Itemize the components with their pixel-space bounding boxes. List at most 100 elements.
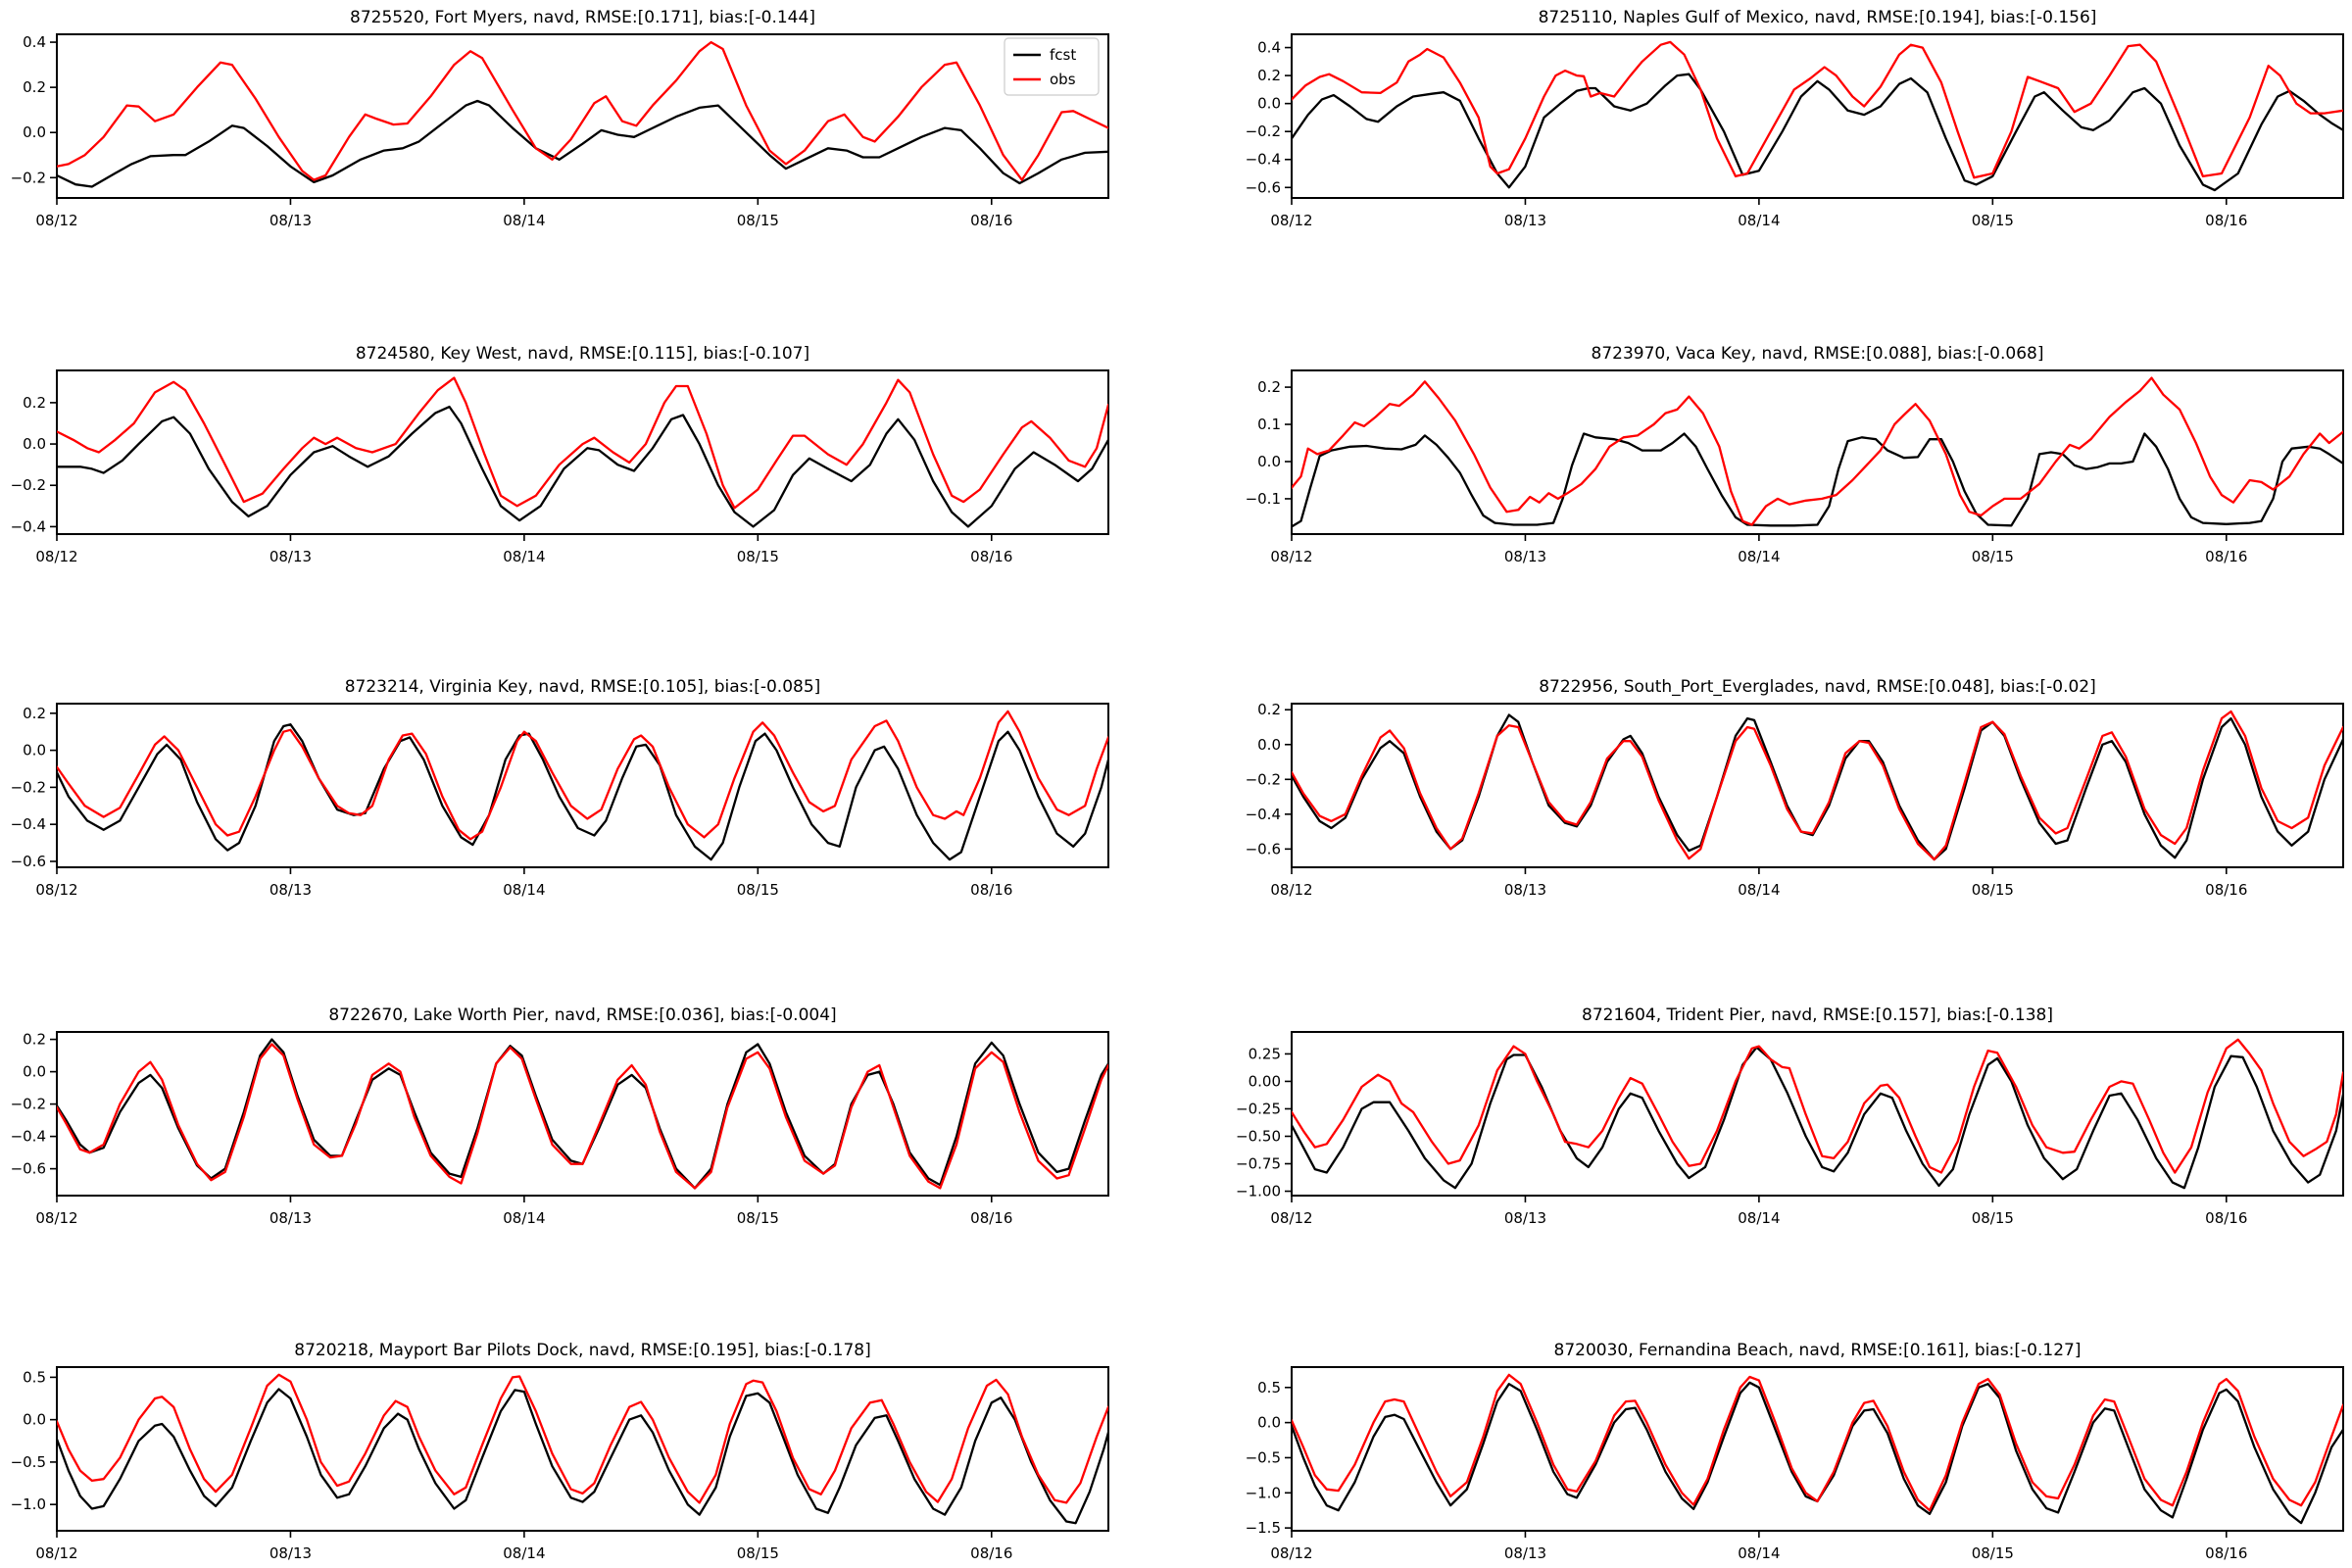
subplot-title: 8723970, Vaca Key, navd, RMSE:[0.088], b… bbox=[1592, 344, 2044, 364]
y-tick-label: 0.2 bbox=[23, 1031, 46, 1049]
y-tick-label: −0.4 bbox=[1246, 151, 1281, 169]
x-tick-label: 08/12 bbox=[35, 881, 77, 899]
x-tick-label: 08/15 bbox=[737, 212, 779, 229]
x-tick-label: 08/14 bbox=[1738, 1209, 1780, 1227]
subplot-8720218: 8720218, Mayport Bar Pilots Dock, navd, … bbox=[11, 1341, 1109, 1562]
x-tick-label: 08/15 bbox=[737, 1544, 779, 1562]
x-tick-label: 08/14 bbox=[503, 212, 545, 229]
y-tick-label: 0.00 bbox=[1249, 1072, 1281, 1090]
subplot-title: 8725110, Naples Gulf of Mexico, navd, RM… bbox=[1539, 8, 2097, 27]
x-tick-label: 08/15 bbox=[1972, 1209, 2014, 1227]
subplot-8724580: 8724580, Key West, navd, RMSE:[0.115], b… bbox=[11, 344, 1109, 565]
y-tick-label: −0.4 bbox=[1246, 806, 1281, 823]
y-tick-label: −1.00 bbox=[1236, 1183, 1281, 1200]
x-tick-label: 08/13 bbox=[1504, 881, 1546, 899]
x-tick-label: 08/13 bbox=[1504, 548, 1546, 565]
obs-line bbox=[57, 1373, 1108, 1504]
fcst-line bbox=[57, 1038, 1108, 1190]
x-tick-label: 08/16 bbox=[970, 1209, 1012, 1227]
obs-line bbox=[57, 710, 1108, 841]
fcst-line bbox=[1292, 713, 2343, 861]
obs-line bbox=[1292, 710, 2343, 861]
y-tick-label: −1.0 bbox=[1246, 1484, 1281, 1501]
x-tick-label: 08/16 bbox=[2205, 1544, 2247, 1562]
y-tick-label: 0.0 bbox=[23, 435, 46, 453]
subplot-title: 8724580, Key West, navd, RMSE:[0.115], b… bbox=[356, 344, 809, 364]
x-tick-label: 08/12 bbox=[35, 1209, 77, 1227]
fcst-line bbox=[57, 99, 1108, 188]
y-tick-label: −0.5 bbox=[11, 1453, 46, 1471]
x-tick-label: 08/12 bbox=[1270, 1544, 1312, 1562]
x-tick-label: 08/16 bbox=[970, 881, 1012, 899]
x-tick-label: 08/14 bbox=[503, 548, 545, 565]
subplot-title: 8722670, Lake Worth Pier, navd, RMSE:[0.… bbox=[328, 1005, 836, 1025]
x-tick-label: 08/16 bbox=[2205, 881, 2247, 899]
y-tick-label: −0.6 bbox=[11, 1160, 46, 1178]
x-tick-label: 08/15 bbox=[737, 881, 779, 899]
y-tick-label: 0.0 bbox=[23, 123, 46, 141]
subplot-title: 8725520, Fort Myers, navd, RMSE:[0.171],… bbox=[350, 8, 815, 27]
x-tick-label: 08/15 bbox=[737, 548, 779, 565]
y-tick-label: −0.2 bbox=[11, 169, 46, 186]
y-tick-label: −0.6 bbox=[1246, 840, 1281, 858]
y-tick-label: −0.2 bbox=[1246, 770, 1281, 788]
x-tick-label: 08/16 bbox=[970, 212, 1012, 229]
x-tick-label: 08/15 bbox=[737, 1209, 779, 1227]
x-tick-label: 08/12 bbox=[1270, 212, 1312, 229]
y-tick-label: 0.2 bbox=[23, 78, 46, 96]
y-tick-label: 0.2 bbox=[1257, 67, 1281, 84]
legend: fcst obs bbox=[1004, 37, 1100, 96]
legend-obs-label: obs bbox=[1050, 71, 1076, 88]
x-tick-label: 08/12 bbox=[1270, 1209, 1312, 1227]
x-tick-label: 08/16 bbox=[2205, 1209, 2247, 1227]
axes-box bbox=[1291, 33, 2344, 199]
x-tick-label: 08/14 bbox=[1738, 1544, 1780, 1562]
y-tick-label: −0.75 bbox=[1236, 1154, 1281, 1172]
x-tick-label: 08/15 bbox=[1972, 548, 2014, 565]
axes-box bbox=[56, 369, 1109, 535]
axes-box bbox=[56, 1366, 1109, 1532]
y-tick-label: −0.2 bbox=[11, 778, 46, 796]
y-tick-label: 0.25 bbox=[1249, 1045, 1281, 1062]
y-tick-label: 0.0 bbox=[1257, 1414, 1281, 1432]
subplot-8720030: 8720030, Fernandina Beach, navd, RMSE:[0… bbox=[1246, 1341, 2344, 1562]
y-tick-label: −0.2 bbox=[11, 476, 46, 494]
y-tick-label: 0.0 bbox=[23, 742, 46, 760]
fcst-line bbox=[1292, 432, 2343, 528]
fcst-line bbox=[57, 1388, 1108, 1525]
axes-box bbox=[56, 1031, 1109, 1197]
fcst-line bbox=[1292, 1046, 2343, 1190]
y-tick-label: 0.0 bbox=[1257, 95, 1281, 113]
y-tick-label: 0.2 bbox=[23, 705, 46, 722]
y-tick-label: −0.2 bbox=[11, 1096, 46, 1113]
fcst-line bbox=[57, 405, 1108, 528]
y-tick-label: −0.6 bbox=[11, 853, 46, 870]
obs-line bbox=[57, 1043, 1108, 1190]
axes-box bbox=[1291, 703, 2344, 868]
y-tick-label: 0.2 bbox=[1257, 378, 1281, 396]
subplot-title: 8720030, Fernandina Beach, navd, RMSE:[0… bbox=[1554, 1341, 2082, 1360]
obs-line bbox=[1292, 40, 2343, 179]
subplot-8725520: 8725520, Fort Myers, navd, RMSE:[0.171],… bbox=[11, 8, 1109, 229]
x-tick-label: 08/13 bbox=[1504, 212, 1546, 229]
y-tick-label: −0.50 bbox=[1236, 1127, 1281, 1145]
subplot-title: 8722956, South_Port_Everglades, navd, RM… bbox=[1539, 677, 2096, 697]
y-tick-label: 0.0 bbox=[1257, 736, 1281, 754]
x-tick-label: 08/15 bbox=[1972, 881, 2014, 899]
x-tick-label: 08/14 bbox=[1738, 881, 1780, 899]
y-tick-label: 0.4 bbox=[23, 33, 46, 51]
subplot-8721604: 8721604, Trident Pier, navd, RMSE:[0.157… bbox=[1236, 1005, 2344, 1227]
legend-box bbox=[1004, 37, 1100, 96]
y-tick-label: −0.2 bbox=[1246, 122, 1281, 140]
y-tick-label: −0.25 bbox=[1236, 1100, 1281, 1117]
x-tick-label: 08/14 bbox=[1738, 212, 1780, 229]
axes-box bbox=[56, 703, 1109, 868]
y-tick-label: 0.2 bbox=[1257, 701, 1281, 718]
x-tick-label: 08/12 bbox=[35, 548, 77, 565]
x-tick-label: 08/13 bbox=[270, 548, 312, 565]
subplot-8722670: 8722670, Lake Worth Pier, navd, RMSE:[0.… bbox=[11, 1005, 1109, 1227]
x-tick-label: 08/13 bbox=[270, 881, 312, 899]
subplot-title: 8720218, Mayport Bar Pilots Dock, navd, … bbox=[294, 1341, 870, 1360]
subplot-8725110: 8725110, Naples Gulf of Mexico, navd, RM… bbox=[1246, 8, 2344, 229]
x-tick-label: 08/16 bbox=[970, 1544, 1012, 1562]
